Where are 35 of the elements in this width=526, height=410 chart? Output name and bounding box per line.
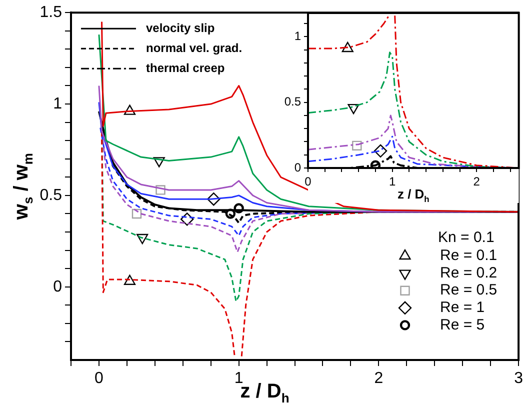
legend-label: Re = 0.2 <box>440 264 498 282</box>
point <box>153 157 165 168</box>
x-tick-label: 1 <box>234 370 244 388</box>
y-tick-label: 0 <box>53 278 62 296</box>
point <box>225 208 236 219</box>
y-tick-label: 1 <box>53 95 62 112</box>
legend-label: normal vel. grad. <box>146 40 242 55</box>
text: thermal creep <box>146 60 225 75</box>
point <box>136 234 148 244</box>
legend-label: Re = 0.5 <box>440 282 498 299</box>
point <box>374 144 388 158</box>
x-tick-label: 2 <box>374 370 384 388</box>
legend-title: Kn = 0.1 <box>438 229 494 246</box>
point <box>132 208 142 219</box>
x-tick-label: 3 <box>514 370 524 388</box>
legend-label: Re = 5 <box>440 316 485 334</box>
point <box>180 212 194 226</box>
y-tick-label: 0.5 <box>40 186 62 204</box>
point <box>207 192 220 206</box>
y-tick-label: 0 <box>294 160 302 174</box>
point <box>234 203 244 214</box>
legend-label: Re = 1 <box>440 299 485 316</box>
x-tick-label: 1 <box>388 174 396 189</box>
point <box>352 140 362 151</box>
y-tick-label: 0.5 <box>284 94 302 109</box>
y-tick-label: 1 <box>294 28 302 43</box>
x-tick-label: 2 <box>473 174 480 189</box>
x-tick-label: 0 <box>94 370 104 388</box>
y-tick-label: 1.5 <box>40 4 62 22</box>
legend-label: Re = 0.1 <box>440 247 498 264</box>
point <box>342 42 354 52</box>
point <box>156 185 166 195</box>
y-axis-title: ws / wm <box>10 153 36 221</box>
legend-label: velocity slip <box>146 20 215 35</box>
x-tick-label: 0 <box>304 174 312 189</box>
